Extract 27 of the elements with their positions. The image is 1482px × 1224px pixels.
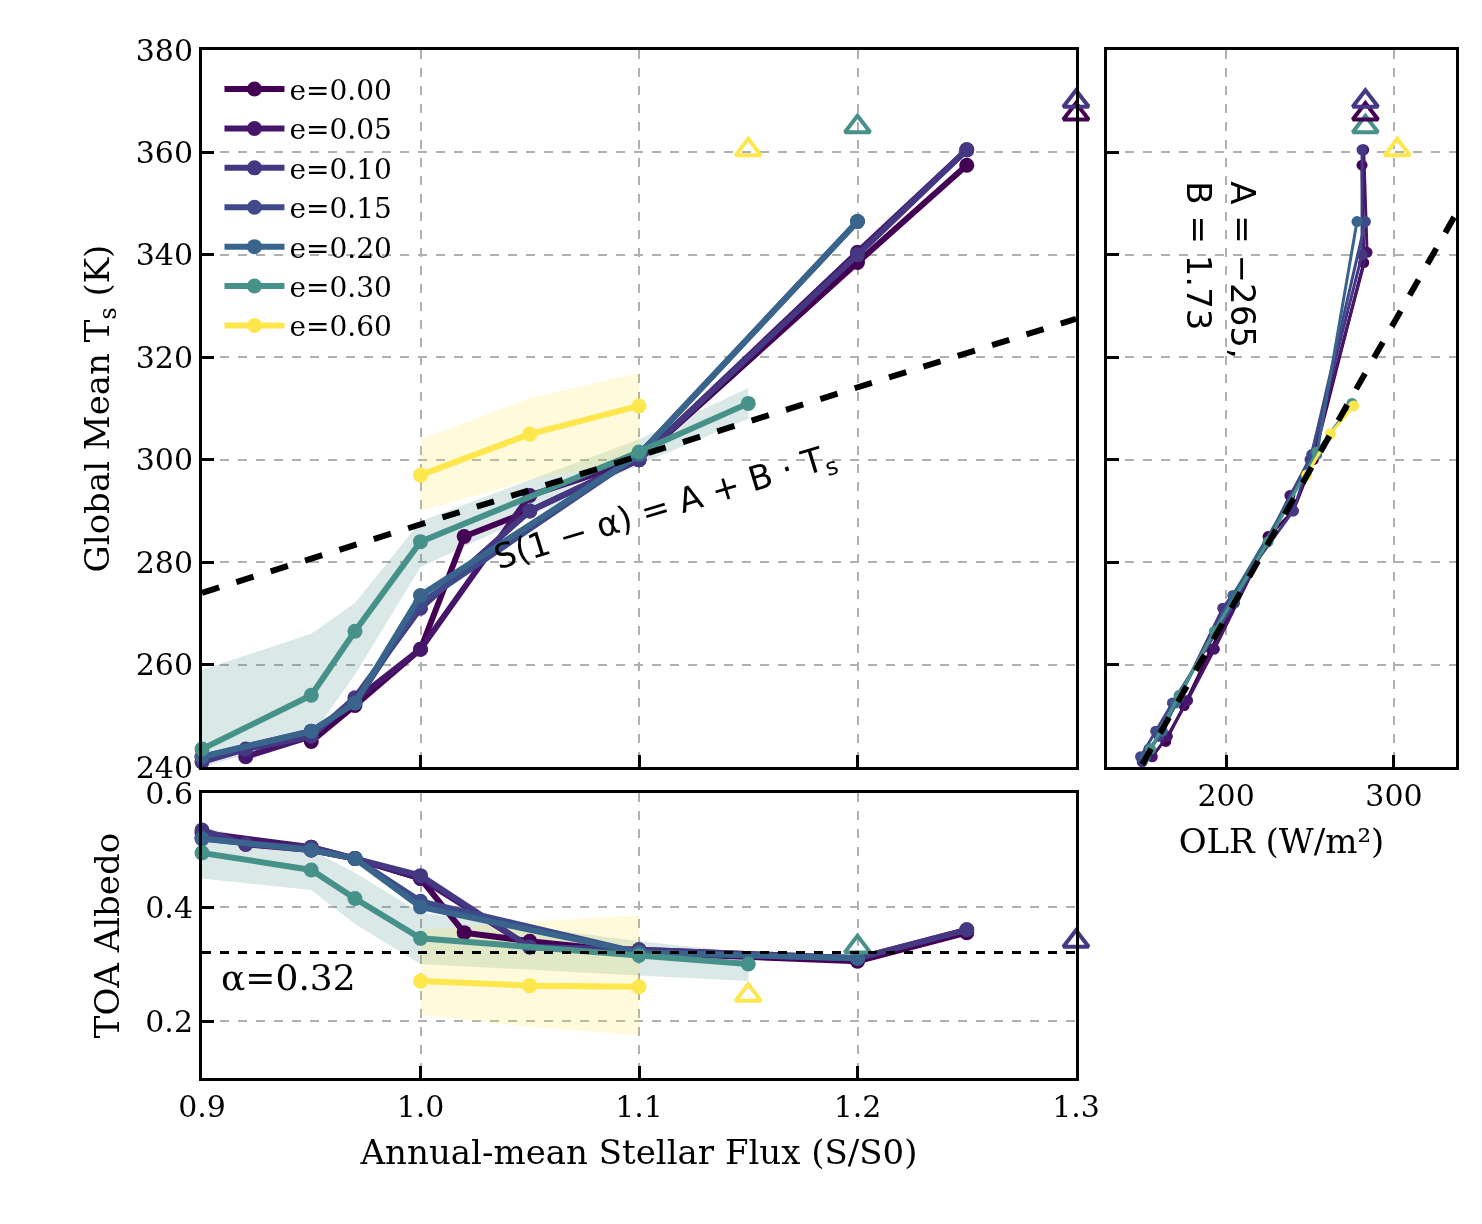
y-tick-label: 340 — [135, 237, 193, 273]
annotation: A = −265, B = 1.73 — [1178, 181, 1263, 359]
x-tick-label: 200 — [1197, 778, 1255, 813]
legend-label: e=0.15 — [289, 192, 392, 226]
y-tick-label: 320 — [135, 339, 193, 375]
x-tick-label: 1.2 — [833, 1089, 882, 1124]
legend-label: e=0.60 — [289, 310, 392, 344]
y-tick-label: 0.2 — [145, 1003, 193, 1039]
y-tick-label: 280 — [135, 544, 193, 580]
legend-label: e=0.05 — [289, 113, 392, 147]
legend-label: e=0.20 — [289, 231, 392, 265]
legend-label: e=0.00 — [289, 73, 392, 107]
y-axis-title: TOA Albedo — [86, 832, 127, 1039]
x-axis-title: OLR (W/m²) — [1178, 821, 1385, 862]
x-tick-label: 1.0 — [396, 1089, 445, 1124]
legend-label: e=0.30 — [289, 270, 392, 304]
x-tick-label: 1.1 — [615, 1089, 663, 1124]
legend-label: e=0.10 — [289, 152, 392, 186]
x-tick-label: 1.3 — [1052, 1089, 1100, 1124]
y-tick-label: 360 — [135, 134, 193, 170]
x-axis-title: Annual-mean Stellar Flux (S/S0) — [359, 1132, 918, 1173]
y-tick-label: 260 — [135, 647, 193, 683]
y-tick-label: 0.4 — [145, 889, 193, 925]
y-tick-label: 300 — [135, 442, 193, 478]
x-tick-label: 0.9 — [178, 1089, 226, 1124]
y-tick-label: 380 — [135, 32, 193, 68]
ref-line-label: α=0.32 — [221, 957, 356, 998]
